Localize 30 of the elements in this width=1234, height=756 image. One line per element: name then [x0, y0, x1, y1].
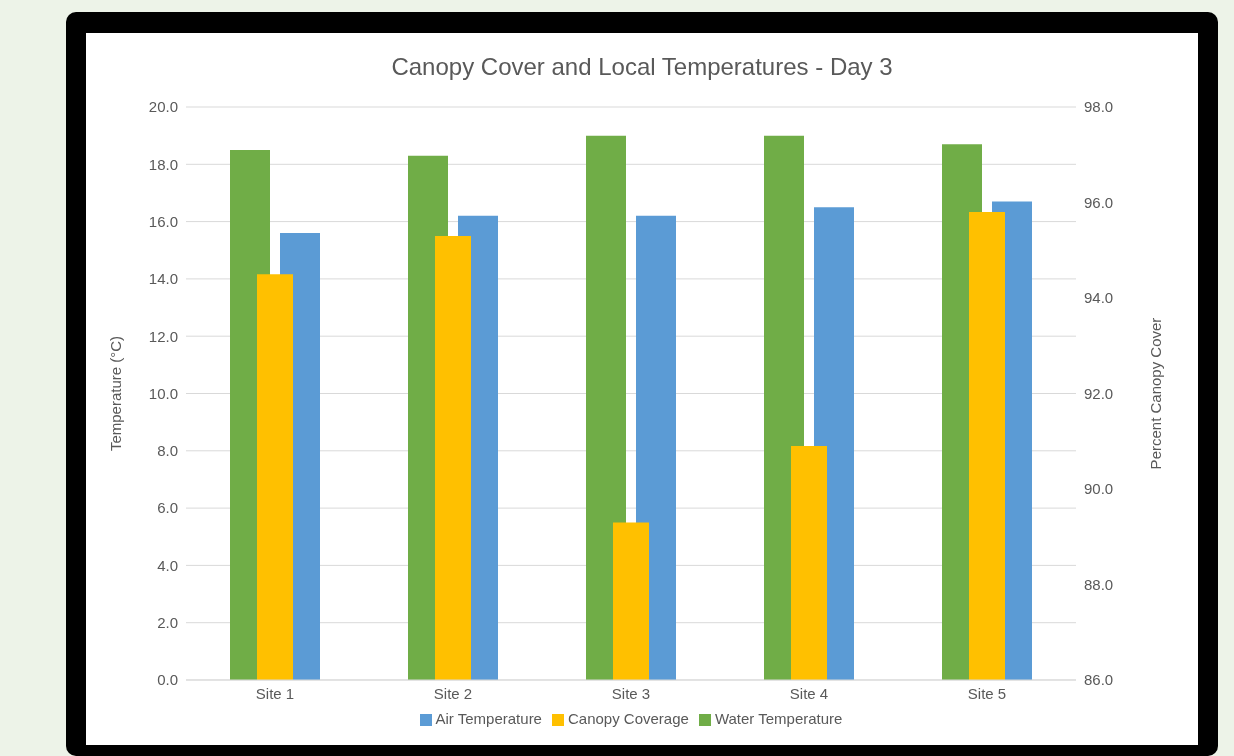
y2-tick-label: 96.0: [1084, 193, 1114, 211]
x-tick-label: Site 5: [967, 684, 1007, 702]
y-axis-title: Temperature (°C): [107, 335, 125, 452]
y2-tick-label: 98.0: [1084, 98, 1114, 116]
y-tick-label: 18.0: [148, 155, 178, 173]
y2-tick-label: 86.0: [1084, 671, 1114, 689]
y-tick-label: 10.0: [148, 384, 178, 402]
x-tick-label: Site 1: [255, 684, 295, 702]
y2-tick-label: 92.0: [1084, 384, 1114, 402]
y-tick-label: 2.0: [157, 614, 178, 632]
x-tick-label: Site 4: [789, 684, 829, 702]
chart-title: Canopy Cover and Local Temperatures - Day 3: [390, 53, 894, 81]
y-tick-label: 8.0: [157, 442, 178, 460]
x-tick-label: Site 2: [433, 684, 473, 702]
bar: [586, 135, 626, 680]
legend-label: Air Temperature: [435, 710, 542, 727]
y2-tick-label: 90.0: [1084, 480, 1114, 498]
y2-tick-label: 88.0: [1084, 575, 1114, 593]
y2-tick-label: 94.0: [1084, 289, 1114, 307]
y2-axis-title: Percent Canopy Cover: [1147, 317, 1165, 470]
y-tick-label: 20.0: [148, 98, 178, 116]
y-tick-label: 14.0: [148, 270, 178, 288]
y-tick-label: 0.0: [157, 671, 178, 689]
y-tick-label: 4.0: [157, 556, 178, 574]
y-tick-label: 12.0: [148, 327, 178, 345]
x-tick-label: Site 3: [611, 684, 651, 702]
legend-label: Canopy Coverage: [567, 710, 689, 727]
y-tick-label: 16.0: [148, 212, 178, 230]
legend-label: Water Temperature: [714, 710, 843, 727]
y-tick-label: 6.0: [157, 499, 178, 517]
